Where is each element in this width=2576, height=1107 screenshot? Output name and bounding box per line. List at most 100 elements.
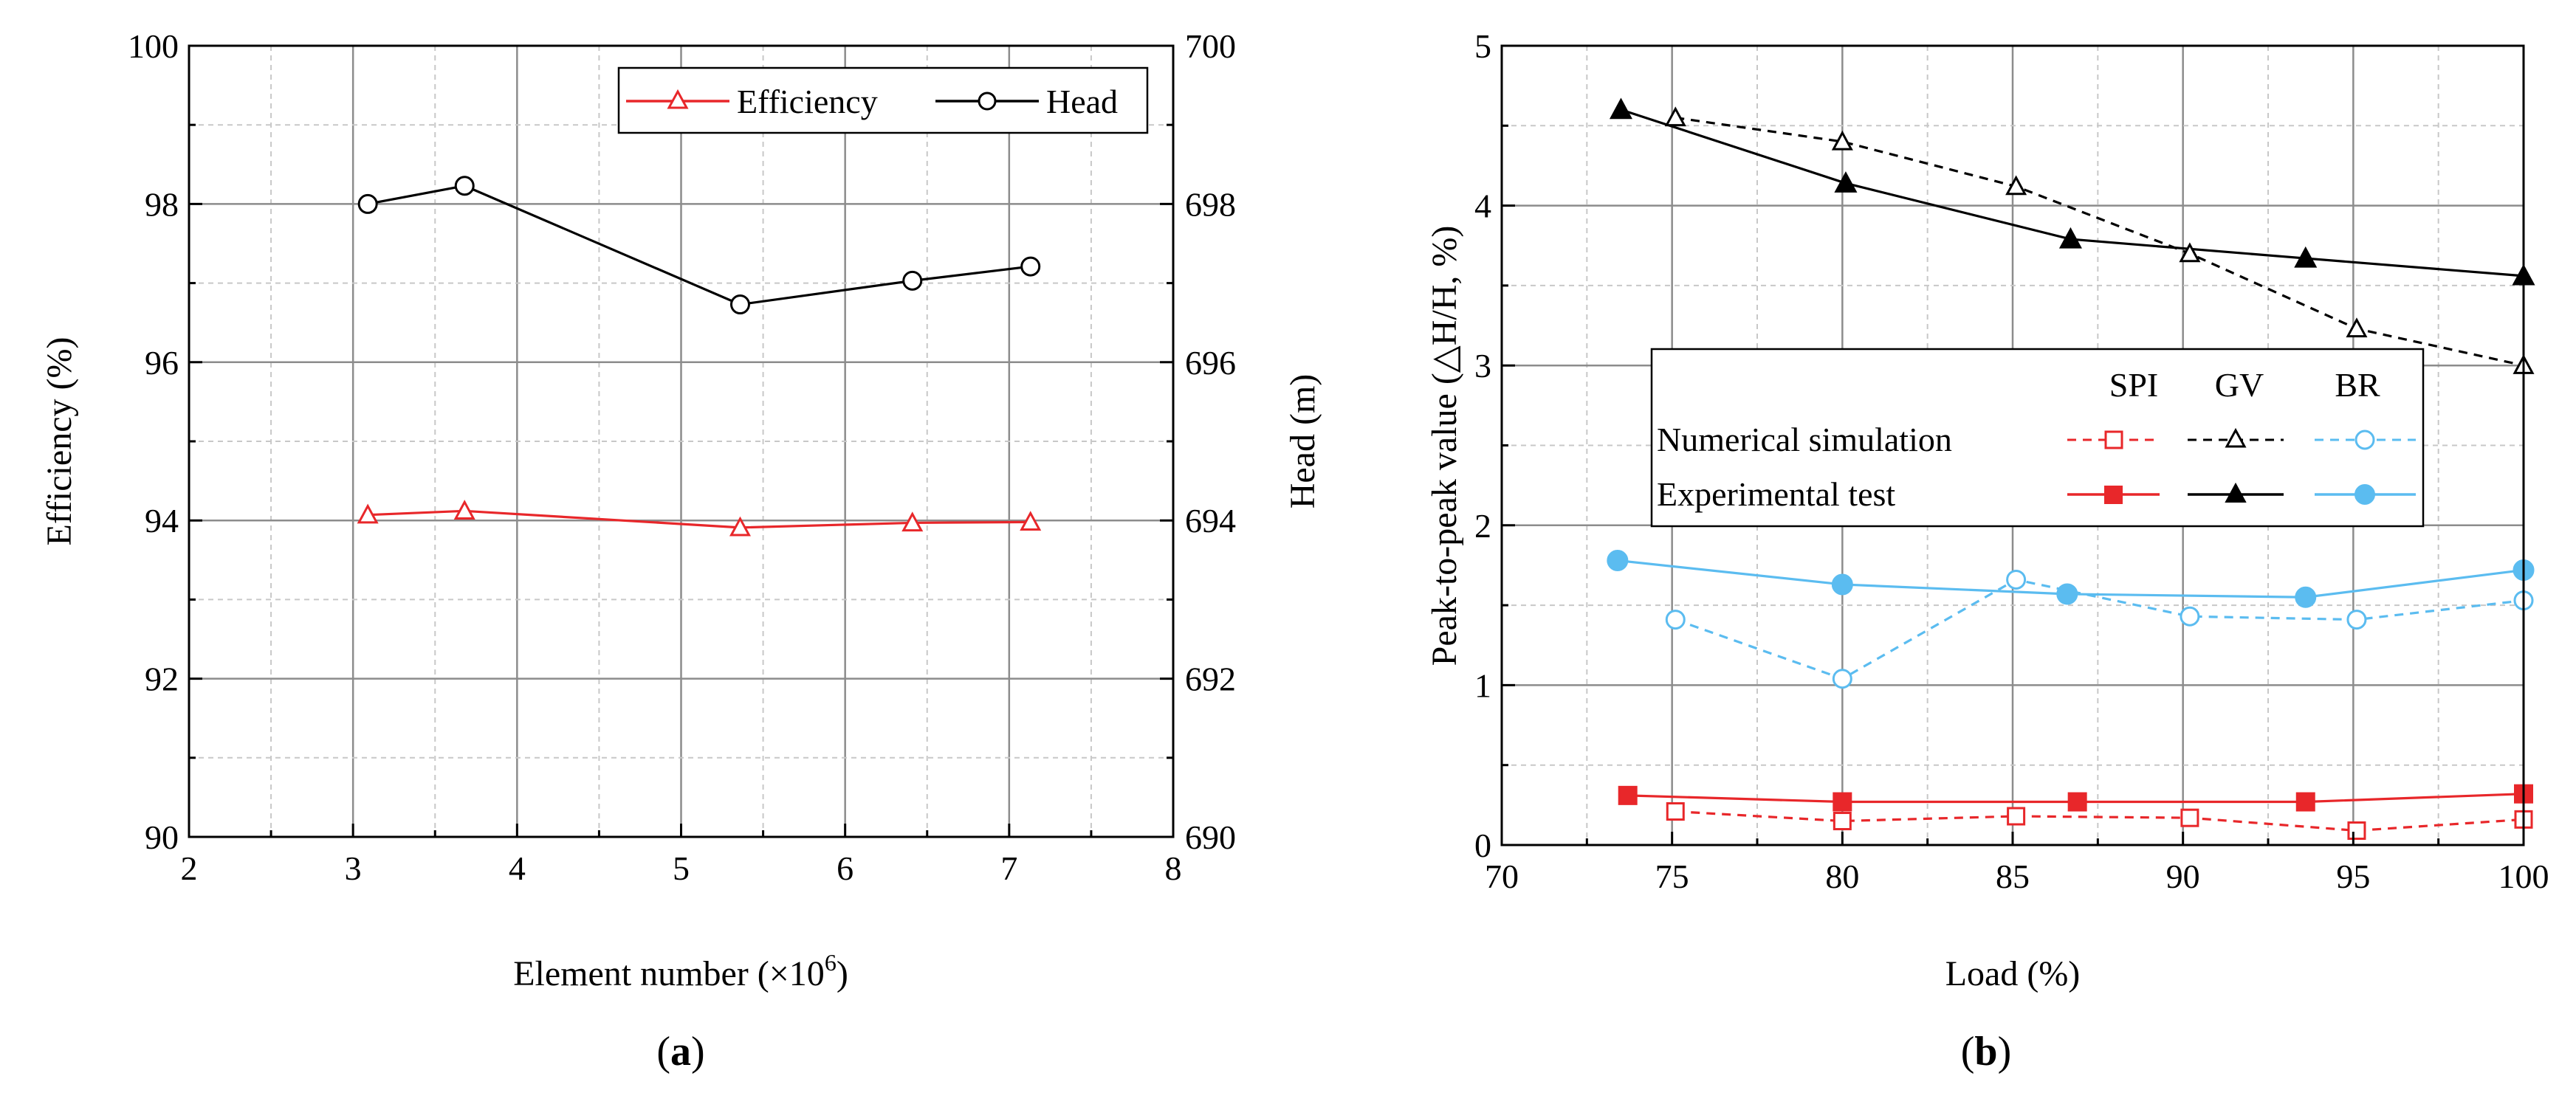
b-point-experimental-spi: [2295, 792, 2315, 812]
b-point-numerical-spi: [1833, 812, 1852, 831]
a-x-axis-title-superscript: 6: [825, 949, 837, 976]
b-legend-num-br-marker: [2355, 430, 2375, 450]
panel-a: 2 3 4 5 6 7 8 90 690 92 692 94 694 96 696 98 698 100 700 E…: [40, 27, 1322, 1075]
x-tick-label: 100: [2498, 858, 2549, 895]
b-point-experimental-spi: [1833, 792, 1852, 812]
b-legend-exp-gv-marker: [2225, 482, 2247, 503]
y-tick-label: 94: [145, 502, 179, 539]
b-point-numerical-spi: [2007, 807, 2026, 826]
x-tick-label: 3: [345, 849, 362, 887]
b-legend-exp-spi-marker: [2104, 486, 2123, 504]
a-y-right-axis-title: Head (m): [1283, 374, 1322, 509]
b-point-numerical-gv: [2179, 242, 2201, 263]
x-tick-label: 70: [1485, 858, 1519, 895]
a-point-efficiency: [453, 500, 475, 520]
y-tick-label: 1: [1474, 666, 1491, 704]
a-point-head: [729, 294, 750, 315]
b-legend-num-spi-marker: [2104, 430, 2123, 449]
y-tick-label: 92: [145, 661, 179, 698]
b-legend-exp-br-marker: [2355, 484, 2375, 505]
b-y-axis-title: Peak-to-peak value (△H/H, %): [1425, 226, 1464, 666]
y-tick-label: 4: [1474, 187, 1491, 225]
b-point-experimental-gv: [1609, 97, 1632, 120]
x-tick-label: 5: [673, 849, 690, 887]
y-tick-label: 96: [145, 344, 179, 382]
a-series-markers: [357, 176, 1042, 537]
x-tick-label: 80: [1825, 858, 1859, 895]
a-point-head: [1020, 256, 1041, 277]
b-series-markers: [1607, 97, 2535, 841]
b-legend-col-br: BR: [2335, 366, 2380, 404]
a-panel-label-letter: a: [670, 1029, 691, 1075]
b-point-numerical-gv: [1831, 130, 1853, 151]
a-point-head: [357, 193, 378, 214]
b-point-numerical-gv: [1664, 106, 1686, 127]
b-line-numerical-gv: [1675, 116, 2524, 367]
b-legend-col-gv: GV: [2215, 366, 2264, 404]
b-line-numerical-br: [1675, 578, 2524, 680]
b-legend-box: [1650, 348, 2425, 528]
b-point-numerical-br: [1665, 610, 1686, 630]
x-tick-label: 6: [837, 849, 853, 887]
x-tick-label: 85: [1996, 858, 2030, 895]
y-right-tick-label: 700: [1185, 27, 1236, 65]
b-point-experimental-gv: [2058, 227, 2082, 249]
a-gridlines: [189, 46, 1173, 837]
x-tick-label: 90: [2166, 858, 2200, 895]
x-tick-label: 2: [181, 849, 198, 887]
a-tick-labels: 2 3 4 5 6 7 8 90 690 92 692 94 694 96 696 98 698 100 700: [128, 27, 1236, 887]
a-point-efficiency: [357, 503, 379, 524]
a-legend-head-label: Head: [1046, 83, 1118, 120]
b-legend-num-gv-marker: [2225, 427, 2247, 448]
a-series-lines: [367, 184, 1031, 529]
a-panel-label-close: ): [691, 1029, 705, 1075]
a-ticks: [188, 44, 1175, 838]
a-panel-label-open: (: [656, 1029, 670, 1075]
a-x-axis-title-close: ): [837, 954, 848, 993]
b-panel-label-close: ): [1998, 1029, 2012, 1075]
b-point-numerical-gv: [2005, 175, 2027, 196]
panel-b: SPI GV BR Numerical simulation Experimen…: [1425, 27, 2549, 1075]
a-point-efficiency: [901, 511, 924, 532]
b-ticks: [1500, 44, 2525, 846]
b-point-numerical-br: [2180, 606, 2200, 627]
b-point-experimental-gv: [2294, 246, 2318, 268]
a-legend-head-marker: [978, 92, 997, 111]
b-legend-row-numerical: Numerical simulation: [1657, 421, 1952, 458]
b-panel-label-letter: b: [1974, 1029, 1997, 1075]
b-legend: SPI GV BR Numerical simulation Experimen…: [1650, 348, 2425, 528]
b-point-experimental-br: [1831, 573, 1853, 596]
b-point-experimental-br: [2056, 583, 2078, 605]
y-tick-label: 3: [1474, 347, 1491, 384]
b-point-experimental-br: [2295, 586, 2317, 608]
a-y-left-axis-title: Efficiency (%): [40, 337, 79, 546]
y-right-tick-label: 698: [1185, 185, 1236, 223]
a-legend: Efficiency Head: [617, 66, 1149, 134]
y-right-tick-label: 694: [1185, 502, 1236, 539]
y-right-tick-label: 692: [1185, 661, 1236, 698]
y-right-tick-label: 690: [1185, 818, 1236, 856]
x-tick-label: 95: [2336, 858, 2370, 895]
a-point-efficiency: [1020, 511, 1042, 531]
y-tick-label: 100: [128, 27, 179, 65]
b-point-numerical-spi: [2180, 808, 2199, 827]
b-tick-labels: 70 75 80 85 90 95 100 0 1 2 3 4 5: [1474, 27, 2549, 895]
x-tick-label: 4: [509, 849, 526, 887]
y-tick-label: 0: [1474, 827, 1491, 864]
b-line-experimental-gv: [1620, 108, 2524, 277]
b-point-experimental-gv: [1834, 171, 1858, 193]
b-point-numerical-br: [2346, 610, 2367, 630]
x-tick-label: 7: [1000, 849, 1017, 887]
b-legend-row-experimental: Experimental test: [1657, 475, 1895, 513]
b-point-experimental-spi: [1618, 785, 1638, 805]
a-x-axis-title-main: Element number (×10: [513, 954, 825, 993]
a-panel-label: (a): [656, 1029, 704, 1075]
x-tick-label: 8: [1165, 849, 1182, 887]
b-point-numerical-br: [1832, 669, 1852, 689]
b-point-experimental-spi: [2067, 792, 2087, 812]
a-point-head: [902, 270, 923, 291]
a-point-efficiency: [729, 516, 751, 537]
x-tick-label: 75: [1655, 858, 1689, 895]
b-point-numerical-spi: [2347, 821, 2366, 841]
